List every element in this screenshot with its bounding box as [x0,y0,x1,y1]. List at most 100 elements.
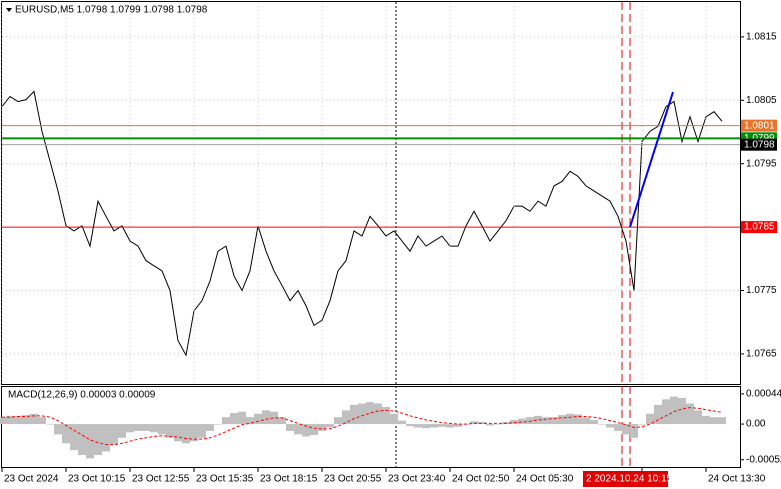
histogram-bar [206,424,214,431]
histogram-bar [470,421,478,425]
histogram-bar [22,415,30,425]
histogram-bar [662,399,670,425]
signal-line [2,407,723,446]
histogram-bar [182,424,190,444]
y-tick-label: 0.00044 [746,389,781,400]
histogram-bar [494,424,502,425]
histogram-bar [94,424,102,455]
histogram-bar [702,415,710,425]
x-tick-label: 24 Oct 13:30 [708,474,766,485]
x-tick-label: 24 Oct 02:50 [452,474,510,485]
histogram-bar [14,415,22,425]
y-tick-label: 1.0805 [746,95,777,106]
histogram-bar [478,422,486,425]
histogram-bar [150,424,158,433]
histogram-bar [166,424,174,438]
histogram-bar [134,424,142,431]
histogram-bar [230,413,238,425]
histogram-bar [582,417,590,425]
x-tick-label: 23 Oct 15:35 [196,474,254,485]
histogram-bar [622,424,630,435]
histogram-bar [254,413,262,425]
histogram-bar [190,424,198,442]
histogram-bar [646,413,654,425]
histogram-bar [334,417,342,425]
x-tick-label: 24 Oct 05:30 [516,474,574,485]
histogram-bar [710,417,718,425]
price-level-label: 1.0799 [744,133,775,144]
histogram-bar [534,415,542,425]
histogram-bar [78,424,86,455]
histogram-bar [262,410,270,425]
x-tick-label: 23 Oct 23:40 [388,474,446,485]
histogram-bar [390,413,398,425]
histogram-bar [158,424,166,435]
histogram-bar [598,424,606,425]
histogram-bar [286,424,294,431]
y-tick-label: 0.00 [746,419,766,430]
histogram-bar [214,424,222,425]
histogram-bar [678,397,686,425]
histogram-bar [590,419,598,425]
price-level-label: 1.0801 [744,120,775,131]
x-tick-label: 23 Oct 2024 [4,474,59,485]
histogram-bar [142,424,150,431]
histogram-bar [46,424,54,425]
histogram-bar [358,403,366,425]
macd-title: MACD(12,26,9) 0.00003 0.00009 [8,390,156,401]
y-tick-label: 1.0775 [746,285,777,296]
histogram-bar [110,424,118,445]
histogram-bar [294,424,302,435]
histogram-bar [398,420,406,425]
histogram-bar [614,424,622,431]
cursor-label: 2 2024.10.24 10:15 [586,474,673,485]
histogram-bar [62,424,70,444]
histogram-bar [510,419,518,425]
x-tick-label: 23 Oct 20:55 [324,474,382,485]
histogram-bar [486,424,494,426]
y-tick-label: 1.0815 [746,32,777,43]
histogram-bar [350,404,358,425]
histogram-bar [406,424,414,427]
trendline [629,91,674,228]
y-tick-label: 1.0765 [746,349,777,360]
price-line [1,90,723,357]
histogram-bar [126,424,134,433]
histogram-bar [438,424,446,427]
histogram-bar [574,414,582,425]
price-pane-frame [1,1,741,385]
y-tick-label: 1.0795 [746,158,777,169]
price-level-tag [741,119,777,132]
histogram-bar [638,424,646,425]
histogram-bar [526,417,534,425]
histogram-bar [30,413,38,425]
y-tick-label: -0.00052 [746,454,781,465]
histogram-bar [54,424,62,435]
histogram-bar [414,424,422,428]
histogram-bar [246,417,254,425]
histogram-bar [278,417,286,425]
histogram-bar [374,403,382,425]
histogram-bar [718,417,726,425]
x-tick-label: 23 Oct 10:15 [68,474,126,485]
histogram-bar [382,406,390,425]
histogram-bar [6,415,14,425]
histogram-bar [86,424,94,459]
histogram-bar [558,415,566,425]
menu-arrow [6,8,12,12]
histogram-bar [198,424,206,438]
cursor-label-box [583,471,668,487]
histogram-bar [318,424,326,431]
price-level-tag [741,221,777,234]
histogram-bar [102,424,110,452]
histogram-bar [550,417,558,425]
price-level-tag [741,138,777,151]
histogram-bar [422,424,430,429]
histogram-bar [542,417,550,425]
histogram-bar [302,424,310,437]
histogram-bar [174,424,182,442]
histogram-bar [0,417,6,425]
histogram-bar [238,411,246,425]
